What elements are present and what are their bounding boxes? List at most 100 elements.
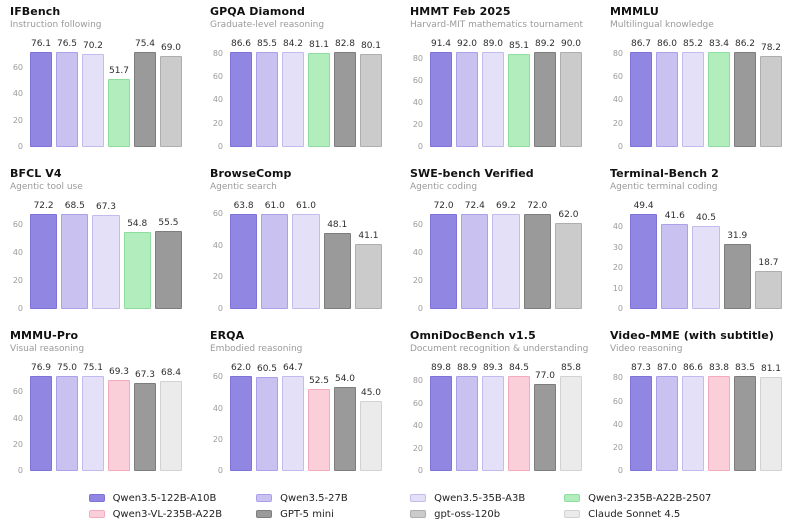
- bar-value-label: 61.0: [295, 201, 317, 211]
- legend-swatch-gpt-5-mini: [256, 510, 273, 518]
- y-axis: 0 20 40 60 80: [400, 40, 426, 151]
- y-tick-label: 80: [412, 54, 423, 64]
- bar-value-label: 86.6: [682, 363, 704, 373]
- y-tick-label: 20: [612, 118, 623, 128]
- bar-value-label: 85.2: [682, 39, 704, 49]
- bar-value-label: 87.0: [656, 363, 678, 373]
- chart-subtitle: Document recognition & understanding: [410, 344, 589, 354]
- bar-group-gpt-5-mini: 31.9: [723, 202, 751, 309]
- bar-group-gpt-5-mini: 77.0: [534, 364, 556, 471]
- bar-group-gpt-5-mini: 82.8: [334, 40, 356, 147]
- bar-gpt-oss-120b: [360, 53, 382, 147]
- bars: 89.8 88.9 89.3 84.5 77.0 85.8: [430, 364, 582, 471]
- chart-title: ERQA: [210, 329, 245, 342]
- bar-group-qwen3-5-122b-a10b: 89.8: [430, 364, 452, 471]
- bar-qwen3-5-35b-a3b: [482, 376, 504, 471]
- bar-group-claude-sonnet-4-5: 81.1: [760, 364, 782, 471]
- bar-qwen3-5-27b: [656, 376, 678, 471]
- bar-qwen3-5-35b-a3b: [682, 52, 704, 147]
- y-tick-label: 80: [612, 373, 623, 383]
- bar-value-label: 69.3: [108, 367, 130, 378]
- bar-group-qwen3-5-35b-a3b: 89.3: [482, 364, 504, 471]
- bar-value-label: 89.0: [482, 39, 504, 49]
- bar-gpt-5-mini: [734, 52, 756, 147]
- bar-qwen3-5-27b: [61, 214, 89, 309]
- y-tick-label: 40: [612, 95, 623, 105]
- chart-mmmlu: MMMLU Multilingual knowledge 0 20 40 60 80 86.7…: [600, 0, 800, 162]
- chart-subtitle: Agentic coding: [410, 182, 478, 192]
- chart-title: SWE-bench Verified: [410, 167, 534, 180]
- bar-qwen3-5-27b: [56, 52, 78, 147]
- y-tick-label: 0: [617, 304, 623, 313]
- y-tick-label: 60: [12, 62, 23, 72]
- legend-label: Claude Sonnet 4.5: [588, 508, 681, 520]
- chart-subtitle: Embodied reasoning: [210, 344, 303, 354]
- bar-group-qwen3-5-27b: 61.0: [261, 202, 289, 309]
- y-tick-label: 20: [212, 434, 223, 444]
- bar-claude-sonnet-4-5: [160, 381, 182, 471]
- bar-claude-sonnet-4-5: [760, 377, 782, 471]
- y-tick-label: 60: [412, 220, 423, 230]
- y-tick-label: 20: [412, 120, 423, 130]
- bar-group-qwen3-5-27b: 85.5: [256, 40, 278, 147]
- bar-group-qwen3-235b-a22b-2507: 51.7: [108, 40, 130, 147]
- bar-group-qwen3-5-35b-a3b: 84.2: [282, 40, 304, 147]
- bar-group-qwen3-5-122b-a10b: 76.9: [30, 364, 52, 471]
- bar-value-label: 88.9: [456, 363, 478, 373]
- y-tick-label: 0: [217, 304, 223, 313]
- bar-gpt-oss-120b: [560, 52, 582, 147]
- bar-group-qwen3-5-122b-a10b: 72.0: [430, 202, 458, 309]
- y-tick-label: 40: [612, 222, 623, 232]
- bar-gpt-5-mini: [723, 243, 751, 309]
- bar-qwen3-5-122b-a10b: [230, 376, 252, 471]
- chart-subtitle: Agentic search: [210, 182, 277, 192]
- bar-value-label: 72.0: [527, 201, 548, 211]
- y-axis: 0 20 40 60: [200, 202, 226, 313]
- y-tick-label: 0: [617, 142, 623, 151]
- bar-qwen3-5-35b-a3b: [692, 226, 720, 309]
- bar-value-label: 87.3: [630, 363, 652, 373]
- y-tick-label: 40: [412, 248, 423, 258]
- plot-area: 0 20 40 60 80 89.8 88.9 89.3 84.5 77.0 85.8: [400, 364, 600, 475]
- y-tick-label: 10: [612, 283, 623, 293]
- bar-group-claude-sonnet-4-5: 68.4: [160, 364, 182, 471]
- bar-value-label: 89.8: [430, 363, 452, 373]
- bar-qwen3-5-122b-a10b: [30, 214, 58, 309]
- bar-group-qwen3-5-35b-a3b: 67.3: [92, 201, 120, 309]
- legend-swatch-qwen3-5-122b-a10b: [88, 494, 105, 502]
- bar-value-label: 78.2: [760, 43, 782, 54]
- bar-gpt-5-mini: [534, 52, 556, 147]
- y-tick-label: 40: [412, 421, 423, 431]
- bar-qwen3-235b-a22b-2507: [708, 52, 730, 147]
- bar-group-qwen3-235b-a22b-2507: 83.4: [708, 40, 730, 147]
- bar-value-label: 84.5: [508, 363, 530, 374]
- bar-value-label: 83.5: [734, 363, 756, 373]
- bar-group-gpt-5-mini: 89.2: [534, 40, 556, 147]
- y-tick-label: 20: [12, 276, 23, 286]
- bar-value-label: 54.0: [334, 373, 356, 384]
- chart-swe-bench-verified: SWE-bench Verified Agentic coding 0 20 40 60 7…: [400, 162, 600, 324]
- bar-group-qwen3-5-122b-a10b: 86.7: [630, 40, 652, 147]
- y-axis: 0 20 40 60 80: [200, 40, 226, 150]
- bar-group-gpt-5-mini: 55.5: [154, 202, 183, 309]
- bars: 87.3 87.0 86.6 83.8 83.5 81.1: [630, 364, 782, 471]
- y-tick-label: 60: [612, 396, 623, 406]
- chart-subtitle: Agentic tool use: [10, 182, 83, 192]
- bar-gpt-5-mini: [734, 376, 756, 471]
- y-tick-label: 0: [217, 142, 223, 151]
- bar-qwen3-vl-235b-a22b: [308, 389, 330, 471]
- bar-value-label: 69.0: [160, 42, 182, 53]
- legend: Qwen3.5-122B-A10B Qwen3.5-27B Qwen3.5-35B-…: [0, 486, 800, 530]
- y-tick-label: 40: [412, 98, 423, 108]
- bar-value-label: 60.5: [256, 363, 278, 374]
- bar-value-label: 67.3: [95, 201, 117, 212]
- bar-value-label: 86.0: [656, 39, 678, 49]
- bar-group-gpt-5-mini: 86.2: [734, 40, 756, 147]
- bar-group-qwen3-5-27b: 88.9: [456, 364, 478, 471]
- chart-subtitle: Graduate-level reasoning: [210, 20, 325, 30]
- bar-qwen3-5-35b-a3b: [482, 52, 504, 147]
- bar-value-label: 41.1: [358, 230, 379, 241]
- bar-qwen3-5-122b-a10b: [430, 376, 452, 471]
- bar-gpt-5-mini: [534, 384, 556, 471]
- bar-group-qwen3-235b-a22b-2507: 85.1: [508, 40, 530, 147]
